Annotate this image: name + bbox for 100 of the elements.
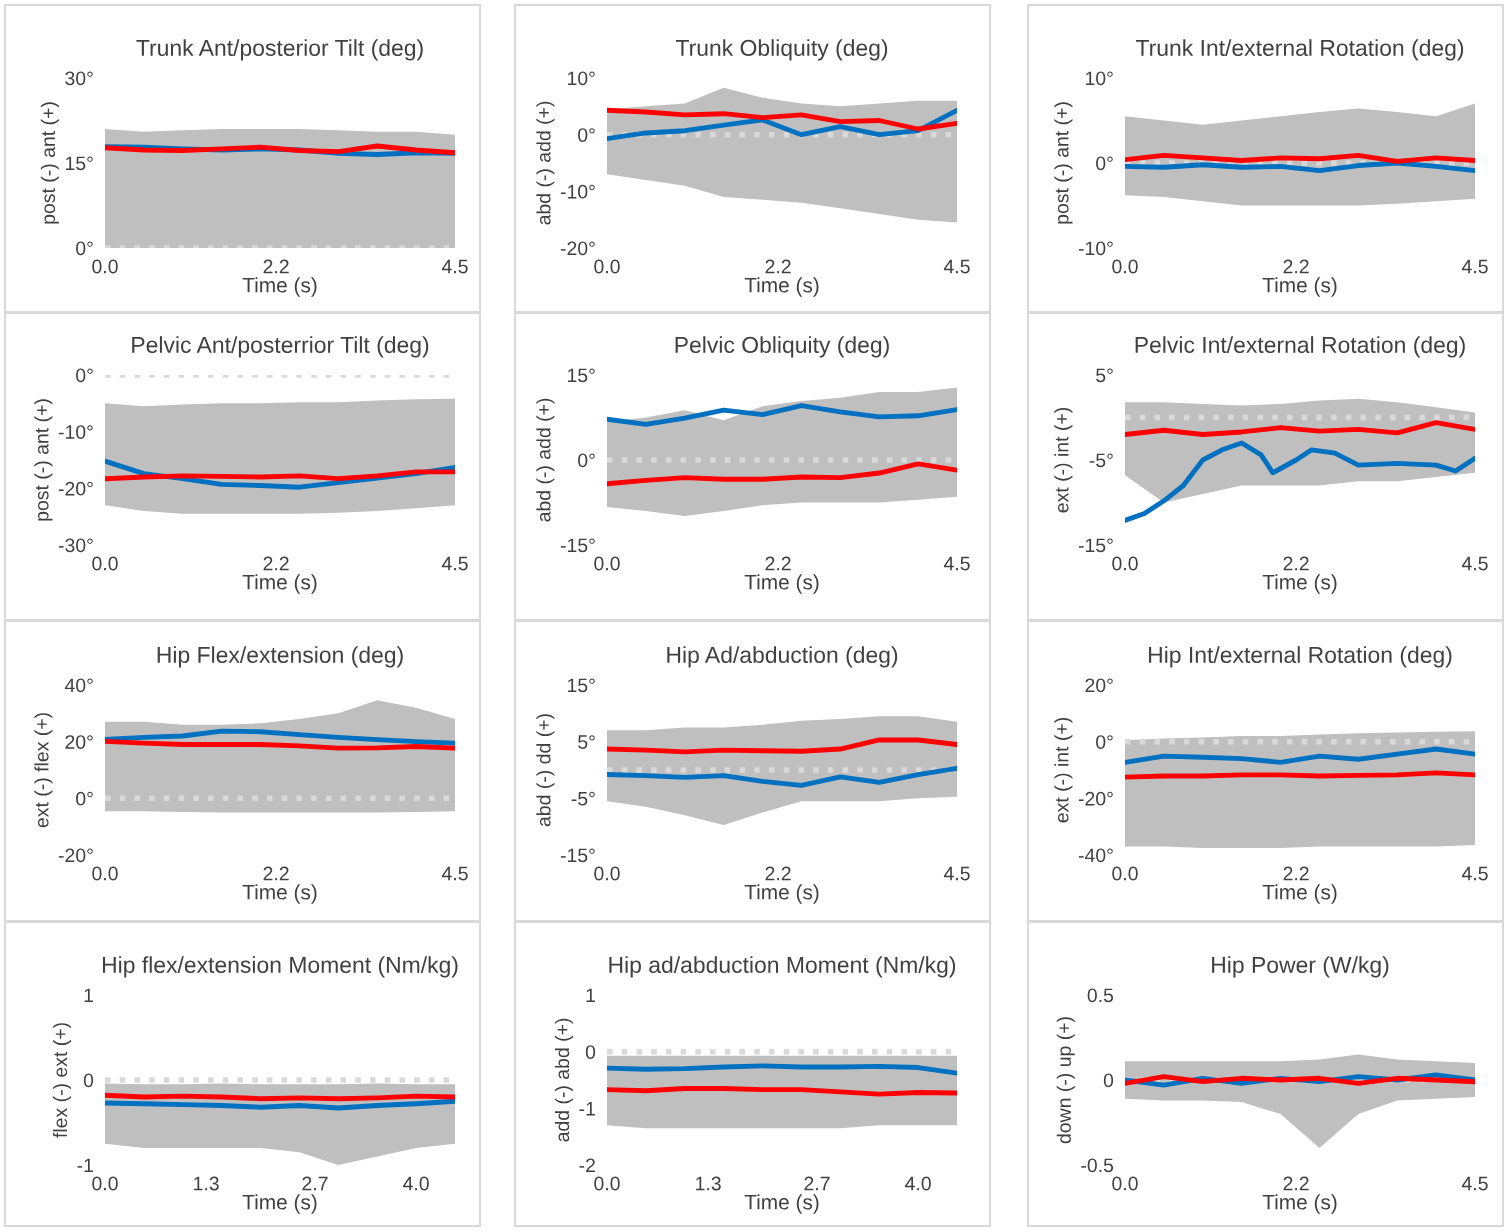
chart-title: Trunk Obliquity (deg) — [675, 39, 888, 61]
x-axis-title: Time (s) — [744, 277, 819, 297]
x-tick-label: 0.0 — [92, 1176, 118, 1191]
x-tick-label: 2.2 — [263, 556, 289, 571]
chart-title: Pelvic Obliquity (deg) — [675, 336, 889, 358]
x-tick-label: 2.7 — [302, 1176, 328, 1191]
y-tick-label: 30° — [65, 71, 93, 86]
x-tick-label: 2.7 — [804, 1176, 830, 1191]
y-tick-label: 0 — [83, 1073, 94, 1088]
chart-title: Pelvic Ant/posterrior Tilt (deg) — [132, 336, 429, 358]
y-tick-label: 15° — [567, 678, 595, 693]
line-series — [607, 107, 957, 132]
y-tick-label: 15° — [567, 368, 595, 383]
y-tick-label: 0° — [76, 241, 93, 256]
x-tick-label: 2.2 — [765, 866, 791, 881]
x-tick-label: 2.2 — [1283, 259, 1309, 274]
x-tick-label: 4.5 — [943, 259, 970, 274]
x-axis-title: Time (s) — [1262, 1194, 1337, 1214]
y-axis-title: post (-) ant (+) — [34, 399, 53, 521]
x-axis-title: Time (s) — [1262, 574, 1337, 594]
x-axis-title: Time (s) — [1262, 277, 1337, 297]
line-series — [1125, 440, 1475, 523]
x-axis-title: Time (s) — [242, 1194, 317, 1214]
x-tick-label: 0.0 — [594, 556, 620, 571]
y-tick-label: 10° — [567, 71, 595, 86]
line-series — [105, 728, 455, 746]
y-axis-title: ext (-) int (+) — [1054, 718, 1073, 823]
x-axis-title: Time (s) — [1262, 884, 1337, 904]
x-tick-label: 0.0 — [594, 259, 620, 274]
y-tick-label: 0 — [585, 1045, 596, 1059]
chart-title: Trunk Int/external Rotation (deg) — [1136, 39, 1464, 61]
x-tick-label: 4.0 — [403, 1176, 429, 1191]
line-series — [607, 765, 957, 788]
x-tick-label: 0.0 — [1112, 259, 1138, 274]
line-series — [607, 1063, 957, 1076]
x-tick-label: 4.5 — [1461, 866, 1488, 881]
y-axis-title: post (-) ant (+) — [1054, 102, 1073, 224]
x-tick-label: 1.3 — [696, 1176, 721, 1191]
x-tick-label: 4.5 — [1461, 1176, 1488, 1191]
y-tick-label: -20° — [560, 241, 595, 256]
y-axis-title: add (-) abd (+) — [554, 1018, 574, 1142]
y-tick-label: 0.5 — [1087, 988, 1114, 1003]
x-tick-label: 2.2 — [765, 556, 791, 571]
y-tick-label: -30° — [58, 538, 93, 553]
y-tick-label: 0° — [578, 453, 595, 468]
y-tick-label: -2 — [579, 1158, 595, 1173]
y-tick-label: -0.5 — [1081, 1158, 1114, 1173]
y-tick-label: 0° — [76, 791, 93, 806]
y-axis-title: post (-) ant (+) — [40, 102, 59, 224]
x-tick-label: 0.0 — [92, 866, 118, 881]
x-tick-label: 0.0 — [1112, 866, 1138, 881]
y-axis-title: down (-) up (+) — [1056, 1017, 1075, 1144]
chart-title: Hip flex/extension Moment (Nm/kg) — [102, 956, 458, 978]
y-tick-label: -40° — [1078, 848, 1113, 863]
y-tick-label: -1 — [77, 1158, 93, 1173]
x-tick-label: 0.0 — [594, 866, 620, 881]
y-tick-label: -15° — [1078, 538, 1113, 553]
y-tick-label: 0° — [1096, 735, 1113, 749]
y-tick-label: -20° — [58, 848, 93, 863]
x-tick-label: 2.2 — [1283, 1176, 1309, 1191]
y-tick-label: -10° — [560, 184, 595, 199]
chart-title: Hip Flex/extension (deg) — [157, 646, 403, 668]
y-tick-label: 40° — [64, 678, 93, 693]
y-tick-label: 5° — [578, 735, 595, 749]
y-tick-label: -20° — [58, 481, 93, 496]
y-tick-label: 0° — [1096, 156, 1113, 171]
x-tick-label: 2.2 — [1283, 866, 1309, 881]
x-tick-label: 4.5 — [943, 866, 970, 881]
x-axis-title: Time (s) — [744, 1194, 819, 1214]
x-axis-title: Time (s) — [242, 277, 317, 297]
y-axis-title: abd (-) dd (+) — [536, 714, 555, 827]
x-tick-label: 2.2 — [263, 259, 289, 274]
x-tick-label: 2.2 — [765, 259, 791, 274]
x-tick-label: 0.0 — [92, 259, 118, 274]
chart-title: Hip ad/abduction Moment (Nm/kg) — [609, 956, 956, 978]
y-tick-label: -20° — [1078, 791, 1113, 806]
x-tick-label: 2.2 — [1283, 556, 1309, 571]
y-tick-label: -15° — [560, 538, 595, 553]
x-tick-label: 4.5 — [943, 556, 970, 571]
y-tick-label: 20° — [1085, 678, 1113, 693]
x-axis-title: Time (s) — [242, 574, 317, 594]
y-tick-label: 20° — [65, 735, 93, 749]
line-series — [1125, 160, 1475, 174]
line-series — [105, 469, 455, 482]
chart-title: Hip Power (W/kg) — [1212, 956, 1389, 978]
line-series — [607, 737, 957, 755]
x-axis-title: Time (s) — [242, 884, 317, 904]
chart-title: Hip Int/external Rotation (deg) — [1149, 646, 1452, 668]
x-axis-title: Time (s) — [744, 574, 819, 594]
x-axis-title: Time (s) — [744, 884, 819, 904]
y-tick-label: -10° — [1078, 241, 1113, 256]
y-tick-label: -10° — [58, 425, 93, 439]
x-tick-label: 0.0 — [594, 1176, 620, 1191]
line-series — [607, 461, 957, 487]
y-tick-label: 0 — [1103, 1073, 1114, 1088]
x-tick-label: 0.0 — [92, 556, 118, 571]
y-tick-label: 0° — [578, 128, 595, 142]
line-series — [607, 403, 957, 427]
chart-title: Trunk Ant/posterior Tilt (deg) — [136, 39, 423, 61]
y-tick-label: -1 — [579, 1102, 595, 1116]
